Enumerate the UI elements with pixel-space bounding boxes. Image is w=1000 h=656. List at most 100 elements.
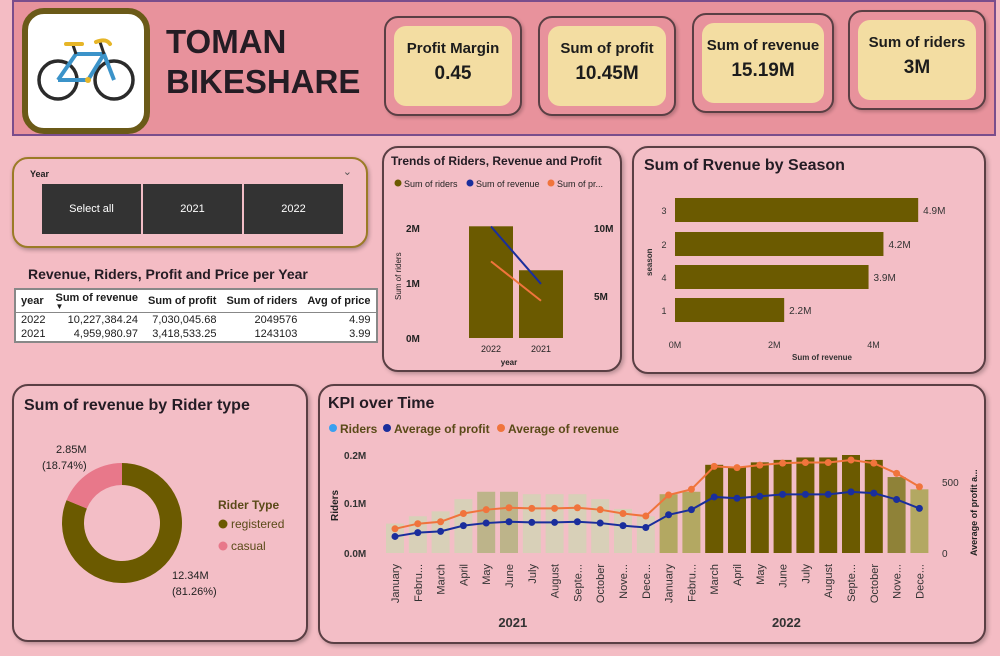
avg-revenue-point bbox=[870, 459, 878, 467]
data-label: 4.9M bbox=[923, 206, 945, 217]
avg-revenue-point bbox=[756, 461, 764, 469]
kpi-card-sum-of-revenue: Sum of revenue 15.19M bbox=[692, 13, 834, 113]
legend-marker bbox=[497, 424, 505, 432]
x-tick-label: June bbox=[504, 564, 516, 588]
x-tick-label: Dece... bbox=[914, 564, 926, 599]
x-tick-label: Nove... bbox=[892, 564, 904, 599]
x-tick-label: Nove... bbox=[618, 564, 630, 599]
year-label: 2022 bbox=[772, 615, 801, 630]
avg-revenue-point bbox=[665, 491, 673, 499]
avg-revenue-point bbox=[482, 506, 490, 514]
bar-season bbox=[675, 265, 869, 289]
avg-revenue-point bbox=[733, 464, 741, 472]
x-axis-label: Sum of revenue bbox=[792, 353, 853, 362]
avg-profit-point bbox=[505, 518, 513, 526]
legend-marker bbox=[394, 179, 402, 187]
avg-profit-point bbox=[893, 495, 901, 503]
avg-profit-point bbox=[391, 532, 399, 540]
data-label: 3.9M bbox=[874, 273, 896, 284]
y-tick-label: 4 bbox=[661, 273, 666, 283]
bicycle-icon bbox=[37, 38, 135, 101]
data-table: year Sum of revenue ▼ Sum of profit Sum o… bbox=[14, 288, 378, 343]
table-cell: 10,227,384.24 bbox=[67, 314, 139, 326]
series-line-2 bbox=[490, 260, 542, 302]
year-label: 2021 bbox=[498, 615, 527, 630]
x-tick-label: April bbox=[732, 564, 744, 586]
legend-label: Sum of riders bbox=[404, 179, 458, 189]
y-tick-label: 0M bbox=[406, 334, 420, 345]
y-tick-label: 2M bbox=[406, 224, 420, 235]
sort-arrow-icon: ▼ bbox=[55, 302, 64, 311]
table-cell: 2049576 bbox=[254, 314, 298, 326]
col-header-riders[interactable]: Sum of riders bbox=[221, 290, 303, 313]
kpi-card-profit-margin: Profit Margin 0.45 bbox=[384, 16, 522, 116]
slicer-option-2022[interactable]: 2022 bbox=[244, 184, 343, 234]
avg-revenue-point bbox=[573, 504, 581, 512]
avg-profit-point bbox=[619, 522, 627, 530]
avg-revenue-point bbox=[687, 485, 695, 493]
x-tick-label: Septe... bbox=[846, 564, 858, 602]
legend-marker bbox=[466, 179, 474, 187]
table-row: 2021 4,959,980.97 3,418,533.25 1243103 3… bbox=[16, 327, 376, 341]
kpi-value: 3M bbox=[903, 57, 931, 78]
avg-profit-point bbox=[414, 529, 422, 537]
avg-profit-line bbox=[394, 490, 920, 538]
app-title-line1: TOMAN bbox=[166, 23, 287, 60]
y-axis-label: Sum of riders bbox=[394, 252, 403, 300]
trends-chart: Trends of Riders, Revenue and Profit Sum… bbox=[391, 154, 613, 367]
col-header-price[interactable]: Avg of price bbox=[302, 290, 376, 313]
bar-riders bbox=[750, 462, 769, 553]
legend-marker bbox=[547, 179, 555, 187]
avg-revenue-point bbox=[915, 483, 923, 491]
slicer-option-select-all[interactable]: Select all bbox=[42, 184, 141, 234]
year-slicer: Year ⌄ Select all 2021 2022 bbox=[12, 157, 368, 248]
x-tick-label: 2021 bbox=[531, 344, 551, 354]
x-tick-label: 2M bbox=[768, 340, 781, 350]
bar-riders bbox=[796, 457, 815, 553]
bar-riders bbox=[682, 491, 701, 553]
x-tick-label: July bbox=[800, 564, 812, 584]
kpi-card-sum-of-profit: Sum of profit 10.45M bbox=[538, 16, 676, 116]
avg-revenue-point bbox=[505, 504, 513, 512]
y-tick-label: 1M bbox=[406, 279, 420, 290]
legend-label: Average of revenue bbox=[508, 422, 619, 436]
avg-profit-point bbox=[733, 494, 741, 502]
col-header-revenue[interactable]: Sum of revenue ▼ bbox=[50, 290, 144, 313]
bar-riders bbox=[773, 459, 792, 553]
avg-revenue-point bbox=[437, 518, 445, 526]
col-header-label: Sum of revenue bbox=[55, 292, 139, 304]
x-tick-label: Dece... bbox=[641, 564, 653, 599]
legend-label: casual bbox=[231, 539, 266, 553]
x-tick-label: October bbox=[595, 564, 607, 603]
col-header-year[interactable]: year bbox=[16, 290, 51, 313]
avg-profit-point bbox=[779, 490, 787, 498]
bar-season bbox=[675, 298, 785, 322]
y-axis-label: Riders bbox=[330, 489, 341, 521]
avg-revenue-point bbox=[779, 459, 787, 467]
avg-profit-point bbox=[528, 518, 536, 526]
data-label: 12.34M bbox=[172, 570, 209, 582]
chart-title: KPI over Time bbox=[328, 395, 435, 412]
avg-revenue-point bbox=[596, 506, 604, 514]
legend-marker bbox=[218, 541, 228, 551]
bar-riders bbox=[519, 270, 563, 338]
bar-season bbox=[675, 232, 884, 256]
slicer-option-2021[interactable]: 2021 bbox=[143, 184, 242, 234]
app-title-line2: BIKESHARE bbox=[166, 63, 361, 100]
x-tick-label: August bbox=[823, 564, 835, 598]
legend-label: Sum of revenue bbox=[476, 179, 540, 189]
avg-revenue-point bbox=[847, 456, 855, 464]
data-label: 2.2M bbox=[789, 306, 811, 317]
avg-profit-point bbox=[665, 511, 673, 519]
bar-riders bbox=[614, 508, 632, 553]
bar-riders bbox=[636, 516, 655, 553]
col-header-profit[interactable]: Sum of profit bbox=[143, 290, 222, 313]
chevron-down-icon[interactable]: ⌄ bbox=[342, 166, 352, 178]
x-tick-label: August bbox=[550, 564, 562, 598]
bar-riders bbox=[659, 494, 678, 553]
y-tick-label: 0.2M bbox=[344, 451, 366, 462]
x-tick-label: January bbox=[390, 564, 402, 604]
bar-riders bbox=[705, 464, 724, 553]
legend-label: Sum of pr... bbox=[557, 179, 603, 189]
y-tick-label: 0.1M bbox=[344, 499, 366, 510]
